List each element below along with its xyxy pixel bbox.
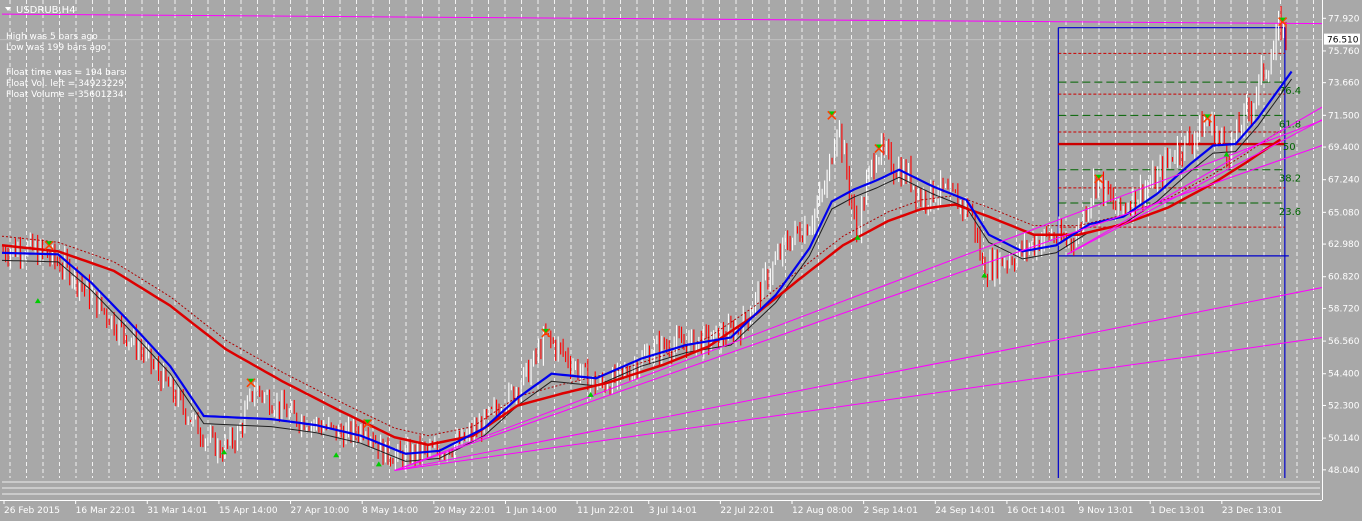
fractal-low-marker: [1223, 151, 1230, 157]
info-float-volume: Float Volume = 35601234: [6, 90, 124, 100]
fractal-high-marker: [246, 378, 256, 388]
fractal-low-marker: [221, 449, 228, 455]
info-float-time: Float time was = 194 bars: [6, 68, 125, 78]
fib-level-label: 76.4: [1279, 86, 1301, 97]
trend-line: [1067, 83, 1362, 255]
fractal-high-marker: [541, 328, 551, 338]
time-tick-label: 16 Mar 22:01: [76, 506, 136, 516]
price-tick-label: 67.240: [1328, 176, 1360, 186]
price-axis-panel: [1323, 0, 1362, 521]
fractal-low-marker: [34, 298, 41, 304]
info-high-was: High was 5 bars ago: [6, 32, 98, 42]
trend-line: [394, 279, 1362, 471]
time-tick-label: 1 Dec 13:01: [1150, 506, 1205, 516]
price-tick-label: 52.300: [1328, 401, 1360, 411]
triangle-down-icon[interactable]: [5, 7, 11, 11]
fractal-high-arrow: [1204, 114, 1211, 119]
time-tick-label: 12 Aug 08:00: [792, 506, 853, 516]
fractal-high-arrow: [828, 111, 835, 116]
trend-line: [394, 136, 1348, 471]
price-tick-label: 69.400: [1328, 143, 1360, 153]
info-low-was: Low was 199 bars ago: [6, 43, 107, 53]
time-tick-label: 24 Sep 14:01: [935, 506, 995, 516]
price-tick-label: 75.760: [1328, 47, 1360, 57]
price-tick-label: 73.660: [1328, 79, 1360, 89]
fib-level-label: 23.6: [1279, 207, 1301, 218]
price-tick-label: 50.140: [1328, 434, 1360, 444]
time-tick-label: 20 May 22:01: [434, 506, 496, 516]
time-tick-label: 27 Apr 10:00: [291, 506, 350, 516]
time-tick-label: 22 Jul 22:01: [720, 506, 774, 516]
fractal-high-marker: [874, 143, 884, 154]
price-tick-label: 71.500: [1328, 111, 1360, 121]
fractal-high-arrow: [542, 328, 549, 333]
fractal-high-marker: [44, 240, 54, 250]
fractal-high-arrow: [875, 144, 882, 149]
fractal-markers: [34, 17, 1288, 467]
time-tick-label: 11 Jun 22:01: [577, 506, 634, 516]
trend-line: [1067, 105, 1348, 255]
price-tick-label: 65.080: [1328, 208, 1360, 218]
fractal-low-marker: [375, 461, 382, 467]
fib-level-label: 50: [1283, 142, 1296, 153]
fractal-low-marker: [981, 272, 988, 278]
time-tick-label: 16 Oct 14:01: [1007, 506, 1066, 516]
price-tick-label: 54.400: [1328, 370, 1360, 380]
fib-level-label: 61.8: [1279, 119, 1301, 130]
fractal-low-marker: [854, 234, 861, 240]
trend-line: [1, 13, 1362, 25]
time-tick-label: 15 Apr 14:00: [219, 506, 278, 516]
fractal-high-marker: [1202, 113, 1213, 123]
price-tick-label: 48.040: [1328, 466, 1360, 476]
price-tick-label: 56.560: [1328, 337, 1360, 347]
time-tick-label: 1 Jun 14:00: [505, 506, 557, 516]
fractal-high-arrow: [46, 241, 53, 246]
symbol-timeframe-title: USDRUB,H4: [16, 5, 76, 16]
ma-thin-line: [1, 78, 1293, 462]
current-price-marker: 76.510: [1324, 33, 1360, 46]
fib-level-label: 38.2: [1279, 174, 1301, 185]
fractal-high-marker: [1094, 174, 1104, 184]
price-tick-label: 77.920: [1328, 14, 1360, 24]
price-tick-label: 58.720: [1328, 304, 1360, 314]
time-tick-label: 2 Sep 14:01: [864, 506, 918, 516]
price-tick-label: 60.820: [1328, 273, 1360, 283]
ma-dotted-line: [1, 129, 1281, 437]
time-tick-label: 31 Mar 14:01: [147, 506, 207, 516]
time-tick-label: 23 Dec 13:01: [1222, 506, 1283, 516]
ma-fast-line: [1, 70, 1293, 455]
fractal-high-arrow: [1095, 174, 1102, 179]
fractal-low-marker: [333, 452, 340, 458]
fractal-low-marker: [587, 391, 594, 397]
info-float-volume-left: Float Vol. left = 34923229: [6, 79, 124, 89]
time-tick-label: 26 Feb 2015: [4, 506, 60, 516]
vertical-gridlines: [9, 0, 1314, 478]
current-price-label: 76.510: [1327, 36, 1359, 46]
time-tick-label: 8 May 14:00: [362, 506, 418, 516]
info-panel: High was 5 bars ago Low was 199 bars ago…: [6, 32, 125, 100]
time-axis[interactable]: 26 Feb 2015 16 Mar 22:01 31 Mar 14:01 15 Ap…: [3, 500, 1283, 516]
time-tick-label: 9 Nov 13:01: [1079, 506, 1134, 516]
fractal-high-arrow: [1279, 17, 1286, 22]
chart-title-bar[interactable]: USDRUB,H4: [5, 5, 76, 16]
fractal-high-arrow: [247, 378, 254, 383]
price-axis[interactable]: 77.920 75.760 73.660 71.500 69.400 67.240 65.0…: [1322, 14, 1360, 476]
trend-line: [394, 331, 1362, 471]
fractal-high-marker: [1278, 17, 1288, 27]
price-tick-label: 62.980: [1328, 240, 1360, 250]
fractal-high-arrow: [364, 419, 371, 424]
indicator-strip: [2, 481, 1320, 495]
time-tick-label: 3 Jul 14:01: [649, 506, 697, 516]
